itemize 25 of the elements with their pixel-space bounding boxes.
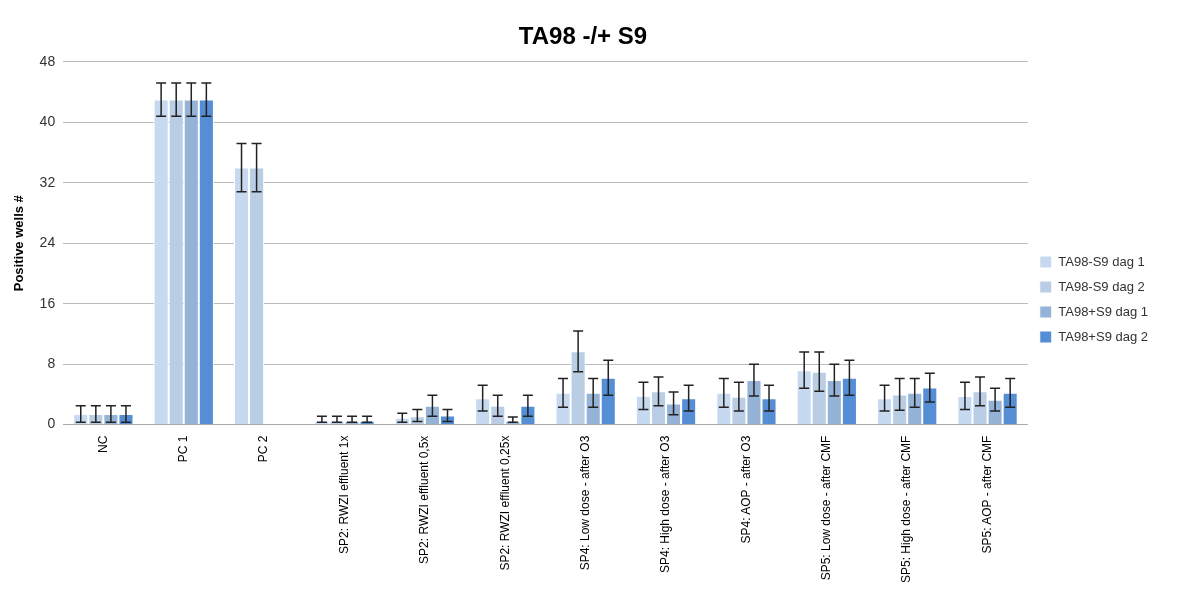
y-tick-label: 8 — [47, 355, 56, 371]
x-tick-label: SP2: RWZI effluent 1x — [336, 435, 351, 554]
legend-label: TA98-S9 dag 1 — [1058, 253, 1145, 269]
y-tick-label: 0 — [47, 415, 56, 432]
legend-label: TA98+S9 dag 2 — [1058, 328, 1149, 344]
legend-label: TA98+S9 dag 1 — [1058, 303, 1149, 319]
x-tick-label: SP4: AOP - after O3 — [738, 435, 753, 544]
x-tick-label: PC 2 — [256, 435, 271, 463]
y-tick-label: 32 — [39, 173, 56, 190]
x-tick-label: SP5: High dose - after CMF — [899, 435, 914, 583]
y-tick-label: 16 — [39, 294, 56, 311]
x-tick-label: SP2: RWZI effluent 0,5x — [417, 435, 432, 564]
legend-label: TA98-S9 dag 2 — [1058, 278, 1145, 294]
y-tick-label: 24 — [39, 234, 56, 251]
chart-title: TA98 -/+ S9 — [518, 22, 648, 50]
x-tick-label: SP5: AOP - after CMF — [979, 435, 994, 554]
x-tick-label: SP4: Low dose - after O3 — [577, 435, 592, 571]
y-tick-label: 40 — [39, 113, 56, 130]
y-tick-label: 48 — [39, 52, 56, 69]
x-tick-label: SP2: RWZI effluent 0,25x — [497, 435, 512, 571]
x-tick-label: PC 1 — [176, 435, 191, 463]
x-tick-label: SP4: High dose - after O3 — [658, 435, 673, 574]
y-axis-title: Positive wells # — [11, 194, 27, 292]
x-tick-label: NC — [95, 435, 110, 453]
x-tick-label: SP5: Low dose - after CMF — [819, 435, 834, 581]
